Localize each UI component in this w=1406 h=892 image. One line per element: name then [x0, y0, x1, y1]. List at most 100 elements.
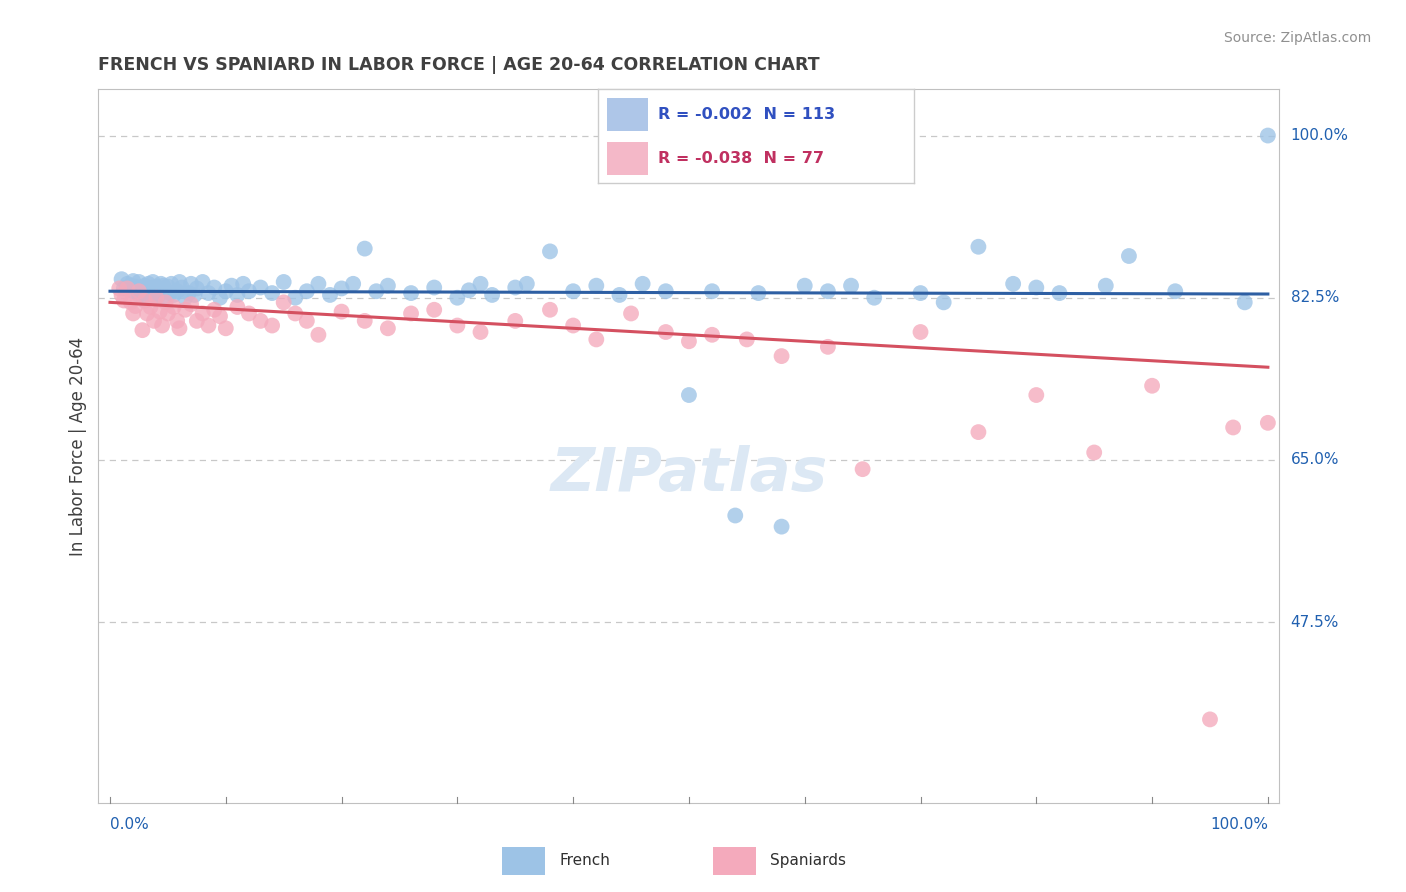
Point — [148, 288, 170, 302]
Point — [839, 278, 862, 293]
Point — [1002, 277, 1025, 291]
Point — [1140, 378, 1163, 392]
Point — [458, 283, 481, 297]
Point — [932, 295, 955, 310]
Point — [262, 286, 284, 301]
Point — [1025, 280, 1047, 294]
Point — [503, 280, 526, 294]
Point — [735, 333, 758, 347]
Point — [150, 318, 173, 333]
Point — [678, 388, 700, 402]
Point — [1257, 416, 1279, 430]
Point — [1164, 284, 1187, 298]
Point — [295, 314, 318, 328]
Point — [1222, 420, 1244, 434]
Point — [366, 284, 388, 298]
Point — [180, 297, 202, 311]
Point — [136, 306, 159, 320]
Point — [142, 275, 165, 289]
Point — [122, 284, 145, 298]
Text: 0.0%: 0.0% — [110, 817, 149, 831]
Point — [273, 295, 295, 310]
Point — [221, 278, 243, 293]
Point — [446, 291, 468, 305]
Point — [117, 281, 139, 295]
Point — [770, 349, 793, 363]
Point — [399, 306, 422, 320]
Point — [232, 277, 254, 291]
Point — [342, 277, 364, 291]
Point — [134, 293, 156, 308]
Point — [128, 284, 150, 298]
Point — [273, 275, 295, 289]
Point — [139, 288, 162, 302]
Point — [197, 318, 219, 333]
Point — [655, 325, 678, 339]
Point — [967, 240, 990, 254]
Point — [562, 284, 585, 298]
Point — [146, 284, 169, 298]
Point — [131, 286, 153, 301]
Point — [284, 306, 307, 320]
Point — [585, 278, 607, 293]
Point — [120, 278, 142, 293]
Point — [136, 283, 159, 297]
Point — [516, 277, 538, 291]
Point — [817, 284, 839, 298]
Point — [295, 284, 318, 298]
Point — [446, 318, 468, 333]
Point — [152, 278, 174, 293]
Point — [700, 284, 723, 298]
Text: Source: ZipAtlas.com: Source: ZipAtlas.com — [1223, 31, 1371, 45]
Text: R = -0.038  N = 77: R = -0.038 N = 77 — [658, 151, 824, 166]
Point — [1118, 249, 1140, 263]
Point — [169, 321, 191, 335]
Point — [202, 302, 225, 317]
Point — [700, 327, 723, 342]
Point — [423, 280, 446, 294]
Point — [538, 302, 561, 317]
Point — [155, 284, 177, 298]
Point — [163, 300, 186, 314]
Point — [307, 277, 329, 291]
Point — [377, 278, 399, 293]
Point — [503, 314, 526, 328]
Point — [655, 284, 678, 298]
Point — [160, 277, 183, 291]
Point — [191, 275, 214, 289]
Point — [122, 306, 145, 320]
Text: Spaniards: Spaniards — [770, 854, 846, 868]
Point — [353, 242, 375, 256]
Point — [585, 333, 607, 347]
Bar — [713, 847, 755, 875]
Point — [177, 286, 200, 301]
Point — [150, 281, 173, 295]
Point — [136, 277, 159, 291]
Point — [112, 281, 135, 295]
Bar — [502, 847, 546, 875]
Point — [307, 327, 329, 342]
Point — [155, 295, 177, 310]
Point — [134, 293, 156, 308]
Point — [538, 244, 561, 259]
Point — [131, 323, 153, 337]
Point — [967, 425, 990, 439]
Point — [353, 314, 375, 328]
Point — [423, 302, 446, 317]
Point — [117, 277, 139, 291]
Point — [319, 288, 342, 302]
Point — [1257, 128, 1279, 143]
Point — [226, 300, 249, 314]
Point — [238, 284, 260, 298]
Point — [481, 288, 503, 302]
Point — [226, 288, 249, 302]
Point — [262, 318, 284, 333]
Point — [153, 291, 176, 305]
Point — [112, 293, 135, 308]
Point — [330, 304, 353, 318]
Point — [110, 288, 132, 302]
Point — [793, 278, 815, 293]
Point — [163, 288, 186, 302]
Point — [817, 340, 839, 354]
Point — [470, 277, 492, 291]
